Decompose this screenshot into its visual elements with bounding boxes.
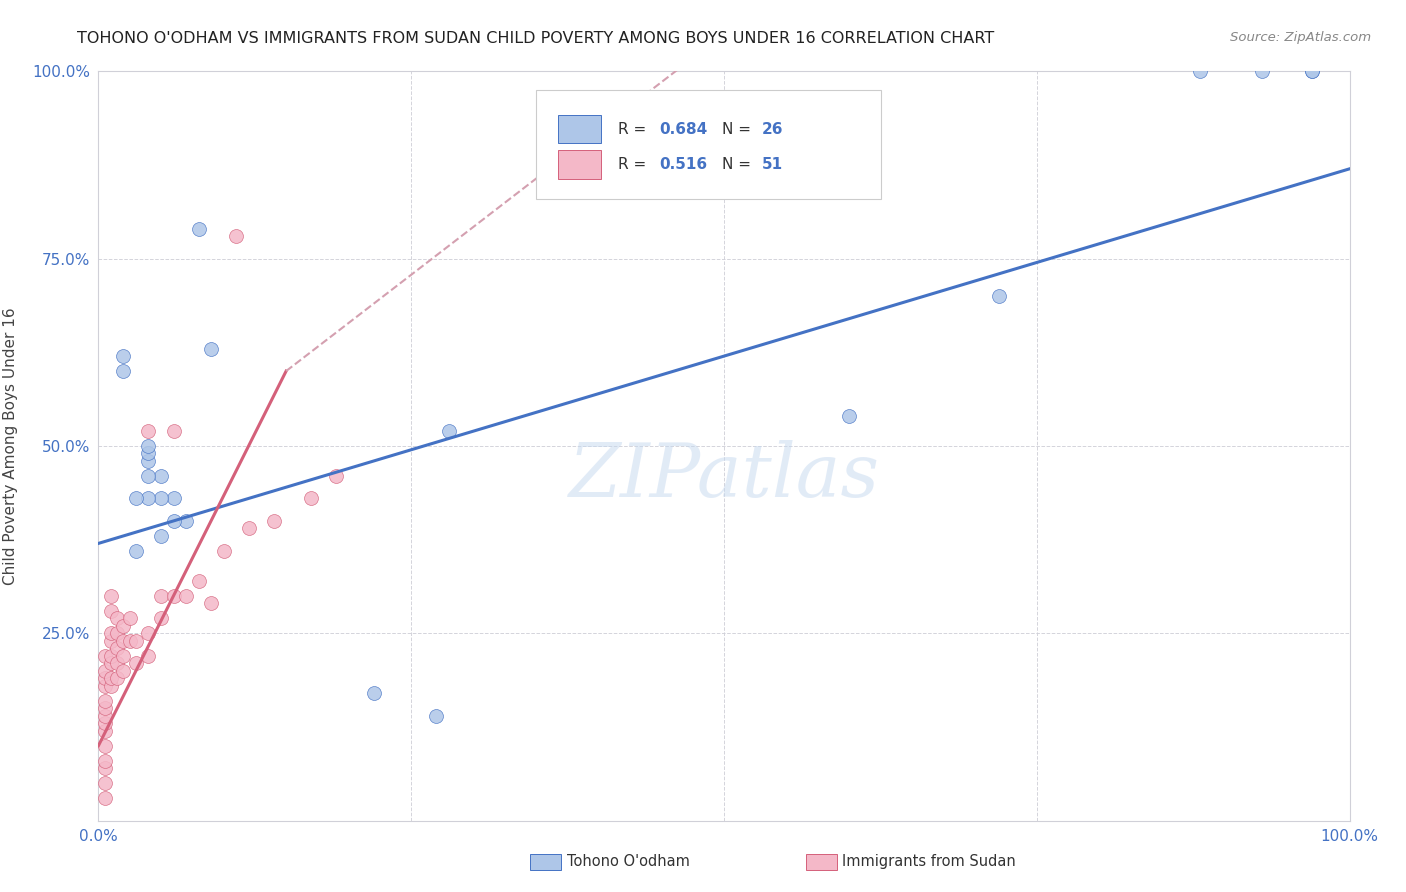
Point <box>118 633 141 648</box>
Point <box>105 641 128 656</box>
Point <box>112 648 135 663</box>
Point <box>150 491 173 506</box>
Point <box>138 648 160 663</box>
Point <box>100 648 122 663</box>
Point <box>112 619 135 633</box>
Point <box>437 424 460 438</box>
Point <box>150 611 173 625</box>
Point <box>118 611 141 625</box>
Text: N =: N = <box>721 121 755 136</box>
Point <box>138 469 160 483</box>
Point <box>112 364 135 378</box>
Text: 26: 26 <box>762 121 783 136</box>
Point <box>112 349 135 363</box>
Point <box>162 589 184 603</box>
Point <box>138 439 160 453</box>
Y-axis label: Child Poverty Among Boys Under 16: Child Poverty Among Boys Under 16 <box>3 307 18 585</box>
Point <box>1188 64 1211 78</box>
Point <box>162 424 184 438</box>
Point <box>112 633 135 648</box>
Point <box>200 596 222 610</box>
Point <box>93 791 115 805</box>
Point <box>138 424 160 438</box>
FancyBboxPatch shape <box>536 90 880 199</box>
Point <box>100 679 122 693</box>
Point <box>93 723 115 738</box>
Text: R =: R = <box>617 157 651 172</box>
FancyBboxPatch shape <box>558 115 602 144</box>
Point <box>93 664 115 678</box>
Point <box>105 611 128 625</box>
Point <box>187 574 209 588</box>
Point <box>125 491 148 506</box>
Point <box>105 671 128 685</box>
Point <box>1301 64 1323 78</box>
Point <box>100 657 122 671</box>
Point <box>93 776 115 790</box>
Point <box>263 514 285 528</box>
Point <box>174 589 197 603</box>
Point <box>105 657 128 671</box>
Point <box>93 671 115 685</box>
Point <box>125 657 148 671</box>
Point <box>100 633 122 648</box>
Point <box>125 633 148 648</box>
Point <box>363 686 385 700</box>
Point <box>238 521 260 535</box>
Point <box>93 716 115 731</box>
Point <box>93 701 115 715</box>
Point <box>100 671 122 685</box>
Point <box>838 409 860 423</box>
Point <box>1301 64 1323 78</box>
Point <box>93 679 115 693</box>
Point <box>93 754 115 768</box>
Point <box>138 491 160 506</box>
Point <box>162 491 184 506</box>
Text: N =: N = <box>721 157 755 172</box>
Point <box>105 626 128 640</box>
Point <box>162 514 184 528</box>
Text: Immigrants from Sudan: Immigrants from Sudan <box>842 855 1017 869</box>
Point <box>1251 64 1274 78</box>
Point <box>325 469 347 483</box>
Point <box>187 221 209 235</box>
Point <box>93 708 115 723</box>
Point <box>93 648 115 663</box>
Point <box>138 454 160 468</box>
Text: 0.684: 0.684 <box>659 121 707 136</box>
Point <box>174 514 197 528</box>
Point <box>93 739 115 753</box>
Text: Tohono O'odham: Tohono O'odham <box>567 855 690 869</box>
Point <box>988 289 1011 303</box>
Point <box>150 469 173 483</box>
Text: 0.516: 0.516 <box>659 157 707 172</box>
Point <box>200 342 222 356</box>
Point <box>150 589 173 603</box>
Point <box>100 589 122 603</box>
Point <box>299 491 322 506</box>
Text: TOHONO O'ODHAM VS IMMIGRANTS FROM SUDAN CHILD POVERTY AMONG BOYS UNDER 16 CORREL: TOHONO O'ODHAM VS IMMIGRANTS FROM SUDAN … <box>77 31 994 46</box>
Point <box>100 626 122 640</box>
Point <box>138 446 160 460</box>
Point <box>225 229 247 244</box>
Point <box>100 604 122 618</box>
Point <box>425 708 447 723</box>
Text: 51: 51 <box>762 157 783 172</box>
Point <box>112 664 135 678</box>
Point <box>138 626 160 640</box>
Point <box>93 761 115 775</box>
FancyBboxPatch shape <box>558 151 602 178</box>
Point <box>212 544 235 558</box>
Text: ZIPatlas: ZIPatlas <box>568 440 880 512</box>
Text: R =: R = <box>617 121 651 136</box>
Point <box>125 544 148 558</box>
Point <box>150 529 173 543</box>
Text: Source: ZipAtlas.com: Source: ZipAtlas.com <box>1230 31 1371 45</box>
Point <box>93 694 115 708</box>
